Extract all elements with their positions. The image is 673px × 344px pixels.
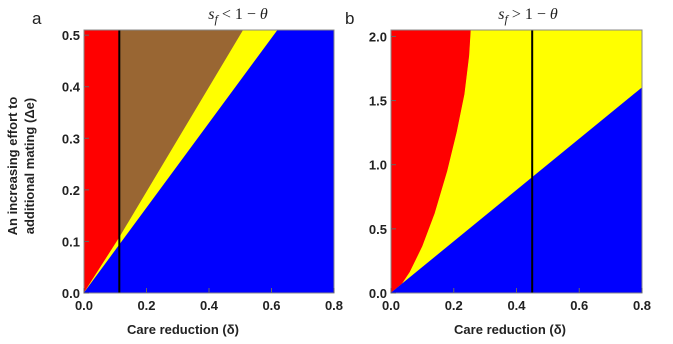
panel-a-xtick-label: 0.0: [75, 298, 93, 313]
panel-a-xlabel: Care reduction (δ): [127, 322, 239, 337]
panel-a-title: sf < 1 − θ: [208, 6, 268, 26]
panel-b-xtick-label: 0.6: [570, 298, 588, 313]
panel-a-ticks: 0.0 0.2 0.4 0.6 0.8 0.0 0.1 0.2 0.3 0.4 0.5: [62, 28, 343, 313]
panel-a-ytick-label: 0.0: [62, 286, 80, 301]
panel-a-xtick-label: 0.2: [137, 298, 155, 313]
panel-b-ticks: 0.0 0.2 0.4 0.6 0.8 0.0 0.5 1.0 1.5 2.0: [369, 29, 651, 313]
panel-a: a sf < 1 − θ 0.0 0.2 0.4 0.6 0.8 0.0 0.1 0.2 0.3…: [5, 6, 343, 337]
panel-b-title-f: f: [504, 12, 509, 26]
panel-b-ytick-label: 1.5: [369, 94, 387, 109]
panel-b-xtick-label: 0.8: [633, 298, 651, 313]
panel-b-title-theta: θ: [550, 6, 558, 23]
panel-a-letter: a: [32, 9, 42, 28]
panel-a-xtick-label: 0.8: [325, 298, 343, 313]
panel-b-xtick-label: 0.2: [445, 298, 463, 313]
panel-b-ytick-label: 0.0: [369, 286, 387, 301]
panel-b-ytick-label: 1.0: [369, 158, 387, 173]
panel-a-ytick-label: 0.1: [62, 234, 80, 249]
panel-b-xtick-label: 0.0: [382, 298, 400, 313]
panel-b-regions: [390, 29, 643, 294]
panel-a-ytick-label: 0.3: [62, 131, 80, 146]
panel-b-letter: b: [345, 9, 354, 28]
panel-a-regions: [83, 29, 335, 295]
panel-a-ytick-label: 0.2: [62, 183, 80, 198]
panel-b-ytick-label: 2.0: [369, 29, 387, 44]
panel-a-ytick-label: 0.5: [62, 28, 80, 43]
panel-b-title-rest: > 1 −: [508, 6, 550, 23]
panel-b-xlabel: Care reduction (δ): [454, 322, 566, 337]
panel-a-ytick-label: 0.4: [62, 80, 81, 95]
panel-b-xtick-label: 0.4: [507, 298, 526, 313]
panel-b: b sf > 1 − θ 0.0 0.2 0.4 0.6 0.8 0.0 0.5 1.0 1.5…: [345, 6, 651, 337]
panel-a-title-f: f: [214, 12, 219, 26]
panel-a-title-rest: < 1 −: [218, 6, 260, 23]
panel-a-ylabel-line1: An increasing effort to: [5, 97, 20, 236]
panel-a-ylabel-line2: additional mating (Δe): [22, 98, 37, 234]
panel-b-title: sf > 1 − θ: [498, 6, 558, 26]
panel-a-title-s: s: [208, 6, 214, 23]
panel-a-xtick-label: 0.4: [200, 298, 219, 313]
panel-a-title-theta: θ: [260, 6, 268, 23]
panel-b-title-s: s: [498, 6, 504, 23]
panel-a-xtick-label: 0.6: [262, 298, 280, 313]
panel-b-ytick-label: 0.5: [369, 222, 387, 237]
